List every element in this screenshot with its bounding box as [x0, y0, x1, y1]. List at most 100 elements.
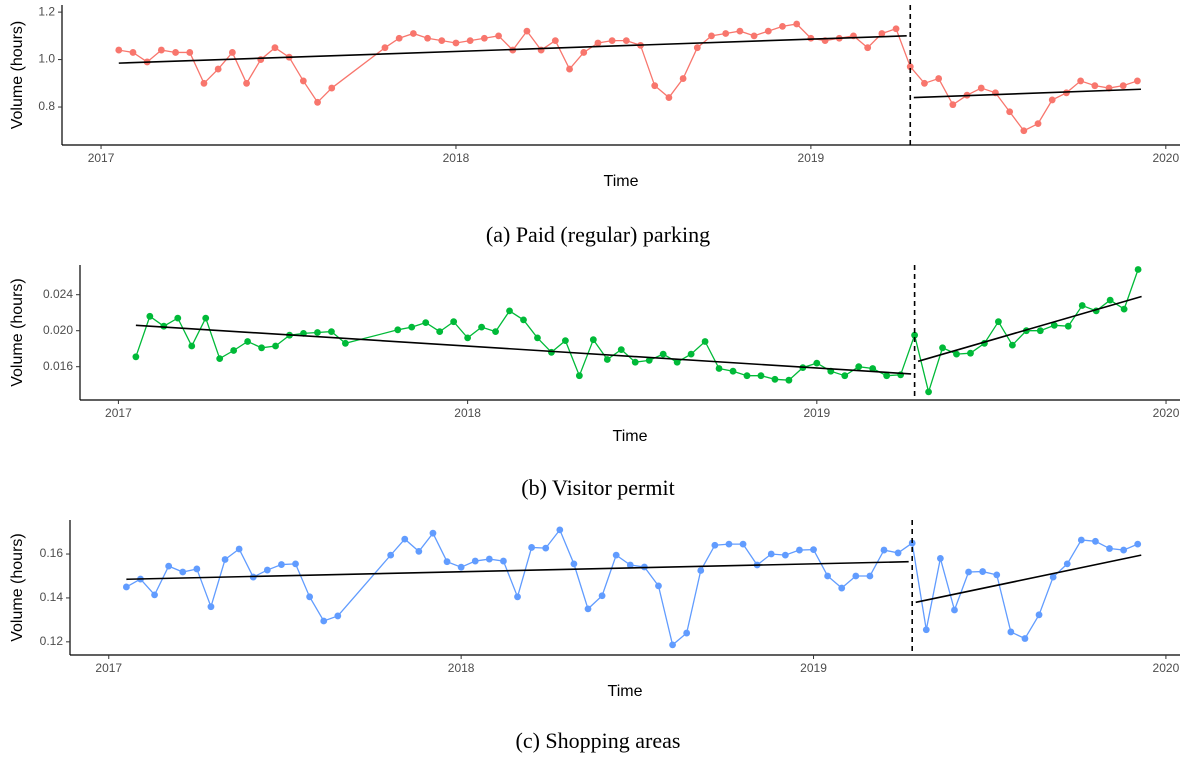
- x-axis-label: Time: [608, 683, 643, 700]
- data-point: [165, 562, 173, 570]
- data-point: [235, 545, 243, 553]
- data-point: [921, 79, 928, 87]
- data-point: [1078, 302, 1086, 309]
- data-point: [292, 560, 299, 568]
- data-point: [221, 556, 229, 563]
- data-line: [118, 23, 1138, 132]
- data-point: [1134, 540, 1142, 548]
- data-point: [841, 372, 849, 380]
- data-point: [478, 323, 485, 331]
- data-point: [1120, 546, 1128, 554]
- data-point: [457, 563, 465, 571]
- y-axis-label: Volume (hours): [9, 21, 26, 130]
- data-point: [561, 337, 569, 344]
- data-point: [534, 334, 541, 342]
- data-point: [669, 641, 676, 649]
- y-axis-label: Volume (hours): [9, 278, 26, 387]
- data-point: [1063, 89, 1070, 97]
- data-point: [1134, 266, 1142, 273]
- data-point: [1021, 635, 1029, 642]
- data-point: [122, 583, 130, 591]
- data-point: [394, 326, 402, 334]
- data-point: [951, 606, 958, 614]
- data-point: [807, 34, 815, 42]
- data-point: [495, 32, 502, 40]
- data-point: [679, 75, 687, 82]
- data-point: [584, 605, 592, 613]
- trend-line: [917, 295, 1142, 363]
- data-point: [785, 376, 793, 384]
- y-tick-label: 1.2: [38, 4, 55, 18]
- data-point: [1036, 327, 1044, 335]
- data-point: [977, 84, 985, 92]
- x-tick-label: 2017: [95, 661, 122, 675]
- data-point: [767, 550, 775, 558]
- data-point: [172, 49, 179, 56]
- data-point: [796, 546, 803, 554]
- data-point: [258, 344, 265, 352]
- data-point: [523, 27, 531, 35]
- data-point: [708, 32, 715, 40]
- data-point: [935, 75, 943, 82]
- data-point: [1008, 341, 1016, 349]
- data-point: [438, 37, 446, 44]
- data-point: [1049, 573, 1057, 581]
- data-point: [193, 565, 201, 573]
- data-point: [673, 358, 681, 366]
- data-point: [257, 56, 265, 63]
- data-point: [655, 582, 662, 590]
- data-point: [1092, 537, 1099, 545]
- data-point: [864, 44, 872, 52]
- data-point: [764, 27, 772, 35]
- data-point: [500, 557, 507, 565]
- caption: (c) Shopping areas: [516, 728, 681, 753]
- data-point: [729, 367, 737, 375]
- data-point: [146, 312, 154, 320]
- y-tick-label: 0.14: [40, 590, 64, 604]
- data-point: [306, 593, 314, 601]
- x-tick-label: 2019: [800, 661, 827, 675]
- data-point: [422, 319, 430, 326]
- data-point: [415, 547, 423, 555]
- data-point: [551, 37, 559, 44]
- data-point: [1077, 536, 1085, 544]
- data-point: [771, 375, 779, 383]
- data-point: [810, 546, 817, 554]
- data-point: [506, 307, 513, 315]
- data-point: [880, 546, 888, 554]
- data-point: [1120, 305, 1128, 313]
- data-point: [608, 37, 616, 44]
- data-point: [328, 84, 336, 92]
- data-point: [328, 328, 335, 335]
- data-point: [852, 572, 860, 580]
- data-line: [135, 269, 1139, 395]
- data-point: [626, 561, 634, 569]
- data-point: [230, 347, 238, 354]
- data-point: [174, 314, 182, 322]
- data-point: [424, 34, 431, 42]
- data-point: [188, 342, 196, 350]
- data-point: [750, 32, 758, 40]
- data-point: [401, 535, 409, 543]
- x-tick-label: 2020: [1153, 406, 1180, 420]
- x-tick-label: 2017: [88, 151, 115, 165]
- data-point: [443, 558, 451, 566]
- y-tick-label: 0.024: [43, 287, 73, 301]
- data-point: [314, 98, 321, 106]
- x-tick-label: 2020: [1152, 151, 1179, 165]
- y-tick-label: 1.0: [38, 52, 55, 66]
- caption: (a) Paid (regular) parking: [486, 222, 710, 247]
- data-point: [263, 566, 271, 574]
- data-point: [387, 551, 395, 559]
- data-point: [1064, 322, 1072, 330]
- data-point: [908, 539, 916, 547]
- data-point: [612, 551, 620, 559]
- data-point: [589, 336, 597, 344]
- data-point: [911, 331, 919, 339]
- data-point: [693, 44, 701, 52]
- data-point: [580, 49, 588, 56]
- data-point: [711, 541, 719, 549]
- data-point: [743, 372, 751, 380]
- data-point: [1063, 560, 1071, 568]
